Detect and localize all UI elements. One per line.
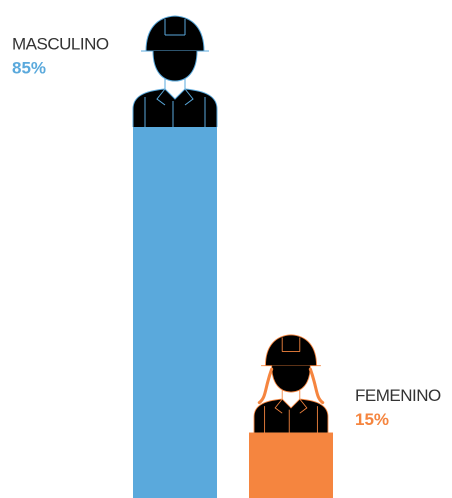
worker-figure xyxy=(253,334,329,433)
worker-figure xyxy=(132,15,218,128)
value-label: 15% xyxy=(355,410,389,429)
bar xyxy=(133,127,217,498)
worker-icon xyxy=(253,334,329,433)
value-label: 85% xyxy=(12,58,46,77)
category-label: FEMENINO xyxy=(355,386,441,405)
hair xyxy=(257,367,325,405)
category-label: MASCULINO xyxy=(12,34,109,53)
bar xyxy=(249,432,333,498)
worker-icon xyxy=(132,15,218,128)
